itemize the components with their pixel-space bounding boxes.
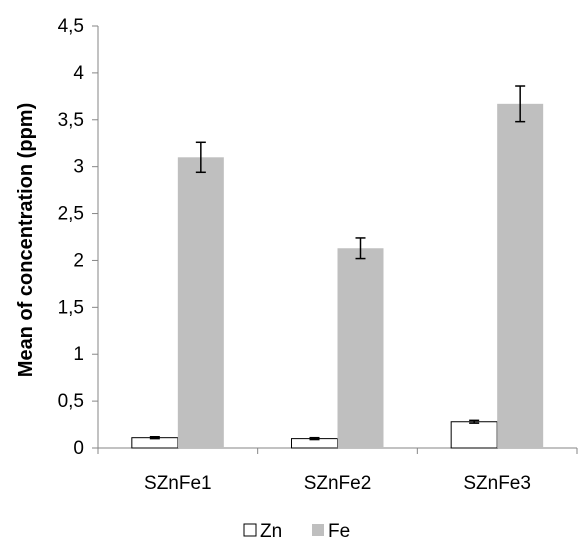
bar-fe-sznfe2 xyxy=(337,248,384,448)
y-tick-label: 0,5 xyxy=(58,391,84,412)
x-tick-label: SZnFe1 xyxy=(144,473,212,494)
x-tick-label: SZnFe2 xyxy=(304,473,372,494)
y-tick-label: 0 xyxy=(73,438,84,459)
legend-swatch-fe xyxy=(312,524,324,536)
y-tick-label: 2,5 xyxy=(58,204,84,225)
x-tick-label: SZnFe3 xyxy=(463,473,531,494)
y-axis-label: Mean of concentration (ppm) xyxy=(15,103,37,377)
y-tick-label: 3 xyxy=(73,157,84,178)
y-tick-label: 4 xyxy=(73,63,84,84)
bar-fe-sznfe1 xyxy=(177,157,224,449)
y-tick-label: 4,5 xyxy=(58,16,84,37)
bars xyxy=(131,85,544,449)
x-axis: SZnFe1 SZnFe2 SZnFe3 xyxy=(97,447,578,494)
legend-swatch-zn xyxy=(243,523,257,537)
y-axis: 0 0,5 1 1,5 2 2,5 3 3,5 4 4,5 xyxy=(58,16,99,459)
legend-label-fe: Fe xyxy=(328,521,350,542)
bar-zn-sznfe3 xyxy=(450,421,498,449)
y-tick-label: 3,5 xyxy=(58,110,84,131)
y-tick-label: 1 xyxy=(73,344,84,365)
bar-fe-sznfe3 xyxy=(497,103,544,448)
legend-label-zn: Zn xyxy=(260,521,282,542)
y-tick-label: 1,5 xyxy=(58,297,84,318)
y-tick-label: 2 xyxy=(73,250,84,271)
legend: Zn Fe xyxy=(243,521,350,542)
